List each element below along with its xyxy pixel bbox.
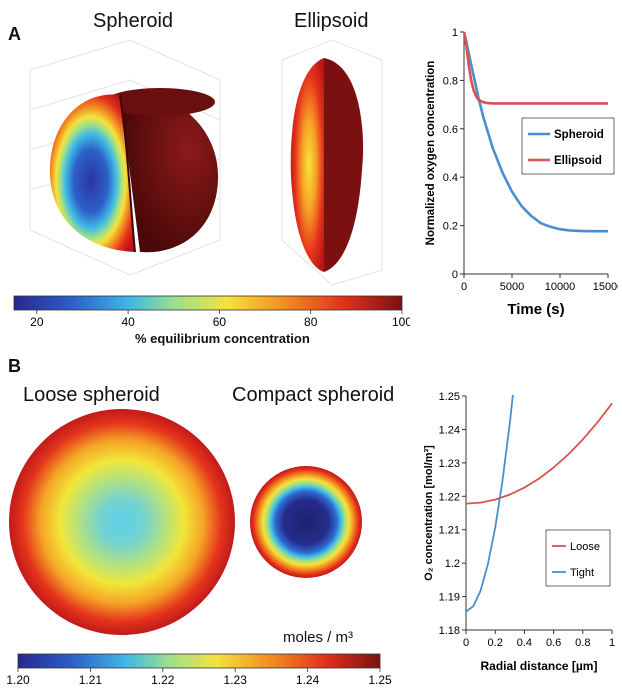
y-tick-label: 1 bbox=[452, 27, 458, 39]
colorbar-tick-label: 1.22 bbox=[151, 673, 175, 687]
x-tick-label: 0.2 bbox=[488, 637, 503, 649]
x-tick-label: 0 bbox=[461, 281, 467, 293]
panel-b-colorbar-unit: moles / m³ bbox=[283, 629, 354, 646]
legend-label: Loose bbox=[570, 541, 600, 553]
colorbar-tick-label: 20 bbox=[30, 315, 44, 329]
legend-label: Ellipsoid bbox=[554, 155, 602, 167]
x-tick-label: 0.4 bbox=[517, 637, 532, 649]
radial-concentration-chart: 1.18 1.19 1.2 1.21 1.22 1.23 1.24 1.25 0 0.2 0.4 0.… bbox=[423, 391, 615, 673]
colorbar-tick-label: 1.25 bbox=[368, 673, 392, 687]
spheroid-cross-sections bbox=[9, 409, 362, 635]
y-tick-label: 1.2 bbox=[445, 558, 460, 570]
y-tick-label: 1.24 bbox=[439, 424, 460, 436]
y-tick-label: 1.22 bbox=[439, 491, 460, 503]
series-line-tight bbox=[466, 395, 514, 613]
x-axis-label: Radial distance [µm] bbox=[481, 659, 598, 673]
series-line-loose bbox=[466, 402, 613, 505]
spheroid-3d-render bbox=[29, 40, 221, 276]
x-tick-label: 0.8 bbox=[575, 637, 590, 649]
panel-a-colorbar-label: % equilibrium concentration bbox=[135, 331, 310, 346]
panel-a-colorbar: 20 40 60 80 100 bbox=[13, 295, 410, 329]
ellipsoid-3d-render bbox=[281, 40, 383, 286]
legend-label: Tight bbox=[570, 567, 594, 579]
y-axis-label: Normalized oxygen concentration bbox=[425, 61, 437, 246]
ellipsoid-grid bbox=[281, 40, 383, 286]
x-tick-label: 5000 bbox=[500, 281, 524, 293]
loose-spheroid-section bbox=[9, 409, 235, 635]
legend-box bbox=[521, 117, 615, 175]
y-tick-label: 0.4 bbox=[443, 172, 458, 184]
y-axis-label: O₂ concentration [mol/m³] bbox=[423, 445, 435, 581]
panel-b-colorbar: 1.20 1.21 1.22 1.23 1.24 1.25 bbox=[6, 653, 392, 687]
series-line-spheroid bbox=[464, 31, 608, 233]
y-tick-label: 1.23 bbox=[439, 458, 460, 470]
y-tick-label: 1.18 bbox=[439, 625, 460, 637]
x-tick-label: 0 bbox=[463, 637, 469, 649]
compact-spheroid-section bbox=[250, 466, 362, 578]
colorbar-tick-label: 1.24 bbox=[296, 673, 320, 687]
y-tick-label: 0.2 bbox=[443, 221, 458, 233]
colorbar-tick-label: 1.21 bbox=[79, 673, 103, 687]
colorbar-tick-label: 1.20 bbox=[6, 673, 30, 687]
y-tick-label: 1.25 bbox=[439, 391, 460, 403]
y-tick-label: 0.8 bbox=[443, 75, 458, 87]
oxygen-time-chart: 0 0.2 0.4 0.6 0.8 1 0 5000 10000 15000 Time (s) Nor… bbox=[425, 27, 618, 318]
x-tick-label: 1 bbox=[609, 637, 615, 649]
panel-b-label: B bbox=[8, 356, 21, 376]
y-tick-label: 0.6 bbox=[443, 124, 458, 136]
y-tick-label: 1.19 bbox=[439, 592, 460, 604]
compact-spheroid-title: Compact spheroid bbox=[232, 384, 395, 406]
colorbar-tick-label: 80 bbox=[304, 315, 318, 329]
x-tick-label: 0.6 bbox=[546, 637, 561, 649]
spheroid-title: Spheroid bbox=[93, 10, 174, 32]
legend-box bbox=[545, 529, 611, 587]
ellipsoid-title: Ellipsoid bbox=[294, 10, 369, 32]
colorbar-tick-label: 100 bbox=[392, 315, 410, 329]
y-tick-label: 1.21 bbox=[439, 525, 460, 537]
x-tick-label: 15000 bbox=[593, 281, 618, 293]
series-line-ellipsoid bbox=[464, 31, 608, 105]
x-tick-label: 10000 bbox=[545, 281, 576, 293]
x-axis-label: Time (s) bbox=[507, 301, 564, 318]
colorbar-tick-label: 40 bbox=[121, 315, 135, 329]
y-tick-label: 0 bbox=[452, 269, 458, 281]
colorbar-tick-label: 60 bbox=[213, 315, 227, 329]
colorbar-tick-label: 1.23 bbox=[224, 673, 248, 687]
legend-label: Spheroid bbox=[554, 129, 604, 141]
loose-spheroid-title: Loose spheroid bbox=[23, 384, 160, 406]
panel-a-label: A bbox=[8, 24, 21, 44]
